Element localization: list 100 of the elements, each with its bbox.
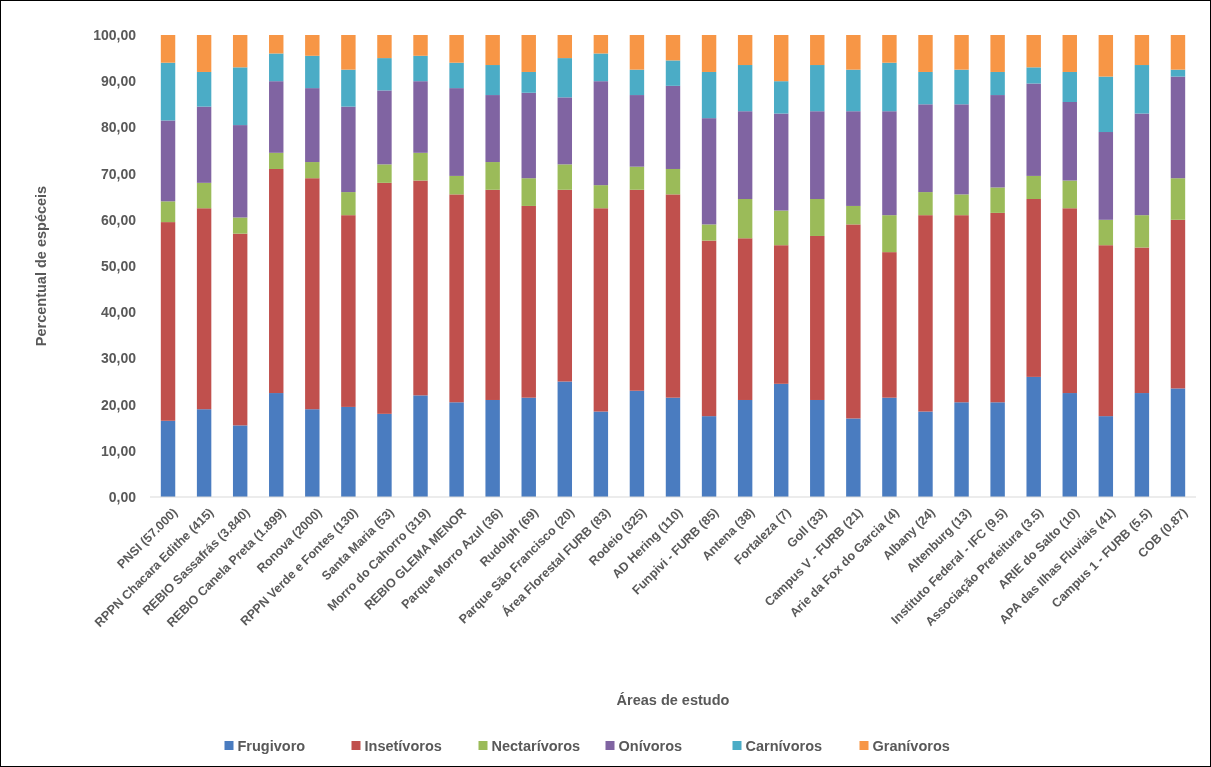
bar [377,35,392,59]
bar [773,113,789,211]
bar [846,69,861,112]
y-tick-label: 40,00 [100,304,137,321]
bar [1134,247,1150,394]
bar [882,111,897,216]
bar [449,62,464,89]
bar [918,71,933,105]
bar [1062,208,1077,394]
bar [377,182,392,414]
bar [377,90,392,165]
bar [665,60,681,86]
bar [557,97,573,165]
bar [773,35,789,82]
bar [1026,376,1041,497]
bar [882,252,897,398]
bar [918,411,933,497]
bar [1098,132,1114,220]
bar [1026,67,1041,84]
bar [1026,83,1041,176]
bar [1098,76,1114,133]
bar [665,397,681,497]
bar [1170,219,1186,389]
bar [232,233,248,426]
bar [377,164,392,183]
bar [196,182,212,209]
bar [954,69,969,105]
y-tick-label: 20,00 [100,396,137,413]
bar [196,35,212,72]
bar [737,111,753,200]
bar [232,67,248,126]
bar [413,180,428,396]
bar [269,168,284,394]
bar [593,185,609,209]
bar [557,164,573,190]
bar [882,62,897,112]
bar [557,58,573,98]
bar [341,106,356,193]
bar [413,152,428,181]
bar [1026,35,1041,68]
bar [954,194,969,216]
bar [485,399,500,497]
bar [990,35,1005,72]
legend-label: Insetívoros [364,738,442,755]
bar [1062,35,1077,72]
bar [773,81,789,114]
bar [593,35,609,54]
bar [773,210,789,246]
bar [990,212,1005,403]
bar [160,420,176,497]
bar [521,178,536,206]
legend-label: Nectarívoros [491,738,581,755]
bar [593,81,609,186]
bar [305,35,320,56]
bar [1026,199,1041,377]
bar [341,69,356,107]
bar [160,120,176,202]
bar [1062,101,1077,181]
bar [882,397,897,497]
bar [449,402,464,497]
bar [521,205,536,398]
bar [160,35,176,63]
bar [810,235,825,400]
bar [485,95,500,163]
bar [305,162,320,179]
bar [196,208,212,410]
bar [629,95,645,167]
bar [1062,180,1077,209]
bar [954,215,969,403]
bar [629,35,645,70]
y-tick-label: 50,00 [100,257,137,274]
y-tick-label: 100,00 [93,26,137,43]
bar [954,402,969,497]
bar [232,125,248,218]
x-axis-title: Áreas de estudo [616,692,730,708]
bar [918,35,933,72]
bar [701,240,717,417]
bar [701,224,717,241]
bar [882,35,897,63]
bar [377,58,392,91]
bar [269,53,284,82]
bar [557,381,573,497]
bar [485,189,500,400]
bar [882,215,897,253]
bar [846,35,861,70]
bar [629,189,645,391]
bar [810,65,825,112]
bar [413,81,428,153]
bar [918,192,933,216]
bar [160,201,176,223]
bar [413,395,428,497]
bar [954,35,969,70]
bar [593,208,609,412]
bar [196,409,212,497]
y-tick-label: 70,00 [100,165,137,182]
bar [160,62,176,121]
bar [485,162,500,190]
bar [990,95,1005,188]
bar [846,111,861,206]
bar [305,178,320,410]
